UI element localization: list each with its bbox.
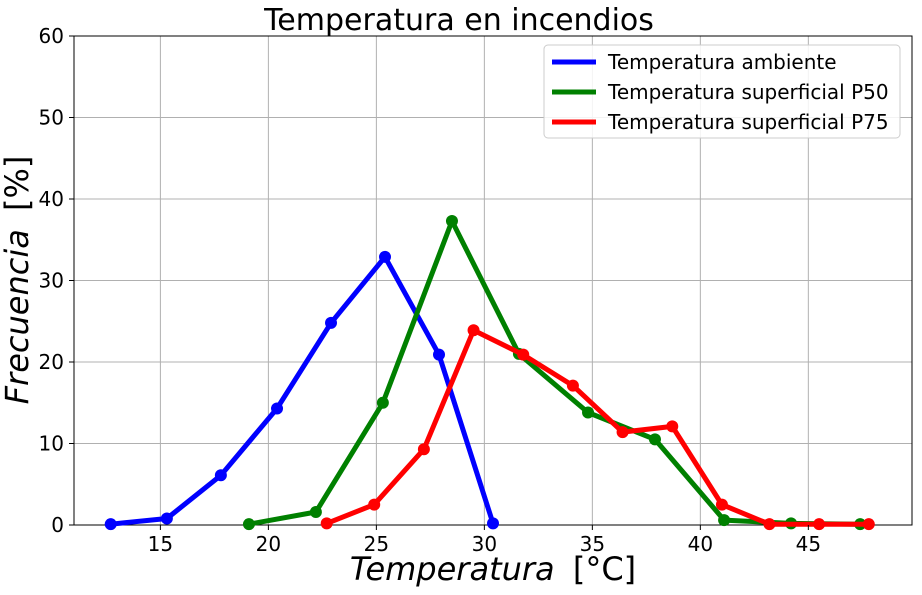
y-tick-label: 40 (39, 187, 64, 211)
chart-title: Temperatura en incendios (263, 3, 654, 38)
series-layer (104, 215, 875, 531)
data-point (862, 518, 875, 531)
y-tick-label: 30 (39, 269, 64, 293)
series-line (110, 254, 496, 527)
data-point (417, 443, 430, 456)
data-point (320, 517, 333, 530)
data-point (648, 433, 661, 446)
tick-labels: 15 20 25 30 35 40 45 0 10 20 30 40 50 60 (39, 24, 822, 556)
y-tick-label: 20 (39, 350, 64, 374)
y-axis-label-unit: [%] (0, 156, 36, 211)
x-axis-label-main: Temperatura (350, 550, 555, 588)
data-point (487, 517, 499, 530)
x-tick-label: 30 (472, 532, 497, 556)
series-0 (104, 250, 499, 531)
data-point (616, 426, 629, 439)
x-tick-label: 35 (580, 532, 605, 556)
data-point (376, 396, 389, 409)
x-tick-label: 45 (796, 532, 821, 556)
y-tick-label: 50 (39, 106, 64, 130)
data-point (104, 518, 117, 531)
data-point (666, 420, 679, 433)
data-point (566, 379, 579, 392)
data-point (715, 498, 728, 511)
data-point (813, 518, 826, 531)
y-axis-label: Frecuencia [%] (0, 156, 36, 405)
series-line (325, 327, 869, 527)
y-axis-label-main: Frecuencia (0, 229, 36, 404)
legend-label-p50: Temperatura superficial P50 (607, 80, 889, 104)
x-axis-label: Temperatura [°C] (350, 550, 636, 588)
x-tick-label: 40 (688, 532, 713, 556)
data-point (433, 348, 446, 361)
data-point (582, 406, 595, 419)
series-2 (320, 324, 875, 531)
data-point (160, 512, 173, 525)
y-tick-label: 10 (39, 432, 64, 456)
data-point (214, 469, 227, 482)
x-tick-label: 15 (148, 532, 173, 556)
data-point (763, 518, 776, 531)
data-point (368, 498, 381, 511)
legend-label-p75: Temperatura superficial P75 (607, 110, 889, 134)
data-point (445, 215, 458, 228)
x-tick-label: 20 (256, 532, 281, 556)
x-axis-label-unit: [°C] (573, 550, 636, 588)
data-point (379, 250, 392, 263)
legend-label-ambiente: Temperatura ambiente (607, 50, 837, 74)
data-point (271, 402, 284, 415)
data-point (325, 316, 338, 329)
legend-box (543, 44, 901, 139)
data-point (467, 324, 480, 337)
y-tick-label: 60 (39, 24, 64, 48)
y-tick-label: 0 (51, 513, 64, 537)
data-point (718, 514, 731, 527)
data-point (309, 505, 322, 518)
legend: Temperatura ambiente Temperatura superfi… (543, 44, 901, 139)
data-point (517, 348, 530, 361)
data-point (242, 518, 255, 531)
x-tick-label: 25 (364, 532, 389, 556)
